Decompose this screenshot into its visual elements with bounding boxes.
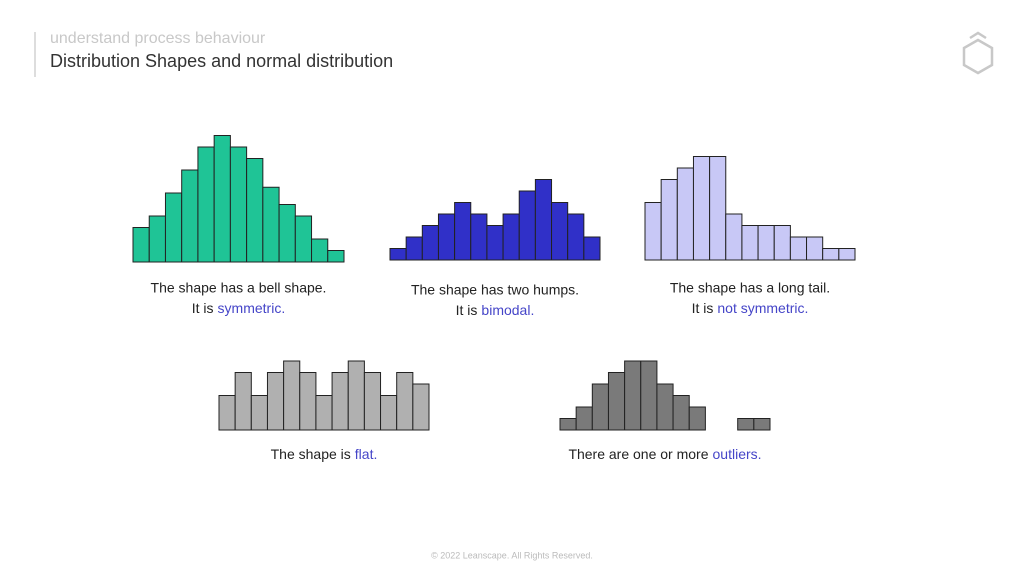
caption-lead: It is — [192, 300, 214, 316]
caption-lead: It is — [692, 300, 714, 316]
bar — [181, 169, 199, 263]
bar — [660, 179, 678, 261]
logo — [962, 38, 994, 75]
bar — [486, 225, 504, 261]
bar — [709, 156, 727, 261]
caption-line: There are one or more outliers. — [568, 446, 761, 462]
bar — [396, 372, 414, 431]
logo-cap — [969, 31, 987, 40]
bar — [559, 418, 577, 431]
bar — [725, 213, 743, 261]
caption: The shape has a long tail. — [670, 280, 830, 296]
caption-lead: The shape is — [271, 446, 351, 462]
bar — [315, 395, 333, 431]
bar — [838, 248, 856, 261]
bar — [266, 372, 285, 431]
bar — [389, 248, 407, 261]
bar — [234, 372, 252, 431]
bar — [737, 418, 755, 431]
caption-emphasis: outliers. — [713, 446, 762, 462]
bar — [405, 236, 423, 261]
bar — [299, 372, 317, 431]
bar — [583, 236, 601, 261]
caption-emphasis: not symmetric. — [717, 300, 808, 316]
caption-line: It is symmetric. — [192, 300, 285, 316]
caption-lead: It is — [456, 302, 478, 318]
caption: The shape has a bell shape. — [151, 280, 327, 296]
bar — [229, 146, 248, 263]
bar — [822, 248, 840, 261]
bar — [607, 372, 626, 431]
bar — [347, 360, 365, 431]
bar — [412, 383, 430, 431]
bar — [676, 167, 694, 261]
bar — [688, 406, 706, 431]
title: Distribution Shapes and normal distribut… — [50, 51, 393, 71]
bar — [656, 383, 674, 431]
caption-emphasis: symmetric. — [218, 300, 286, 316]
bar — [692, 156, 711, 261]
bar — [213, 135, 231, 263]
bar — [567, 213, 585, 261]
bar — [757, 225, 775, 261]
bar — [470, 213, 488, 261]
bar — [148, 215, 166, 263]
bar — [311, 238, 329, 263]
caption-emphasis: bimodal. — [481, 302, 534, 318]
caption-line: The shape is flat. — [271, 446, 378, 462]
bar — [164, 192, 183, 263]
bar — [294, 215, 313, 263]
bar — [363, 372, 382, 431]
bar — [331, 372, 349, 431]
caption-line: It is bimodal. — [456, 302, 535, 318]
bar — [518, 190, 536, 261]
caption-emphasis: flat. — [355, 446, 378, 462]
bar — [624, 360, 642, 431]
bar — [575, 406, 593, 431]
bar — [741, 225, 759, 261]
bar — [551, 202, 569, 261]
bar — [262, 186, 280, 263]
bar — [246, 158, 264, 263]
bar — [197, 146, 215, 263]
bar — [534, 179, 553, 261]
bar — [278, 204, 296, 263]
bar — [132, 227, 150, 263]
bar — [421, 225, 439, 261]
caption: The shape has two humps. — [411, 282, 579, 298]
footer: © 2022 Leanscape. All Rights Reserved. — [431, 550, 593, 560]
bar — [644, 202, 662, 261]
bar — [502, 213, 520, 261]
bar — [437, 213, 456, 261]
bar — [327, 250, 345, 263]
caption-line: It is not symmetric. — [692, 300, 809, 316]
bar — [753, 418, 771, 431]
bar — [380, 395, 398, 431]
caption-lead: There are one or more — [568, 446, 708, 462]
bar — [773, 225, 791, 261]
bar — [218, 395, 236, 431]
subtitle: understand process behaviour — [50, 30, 266, 47]
bar — [789, 236, 808, 261]
bar — [250, 395, 268, 431]
bar — [591, 383, 609, 431]
bar — [454, 202, 472, 261]
bar — [806, 236, 824, 261]
bar — [283, 360, 301, 431]
bar — [672, 395, 690, 431]
bar — [640, 360, 658, 431]
